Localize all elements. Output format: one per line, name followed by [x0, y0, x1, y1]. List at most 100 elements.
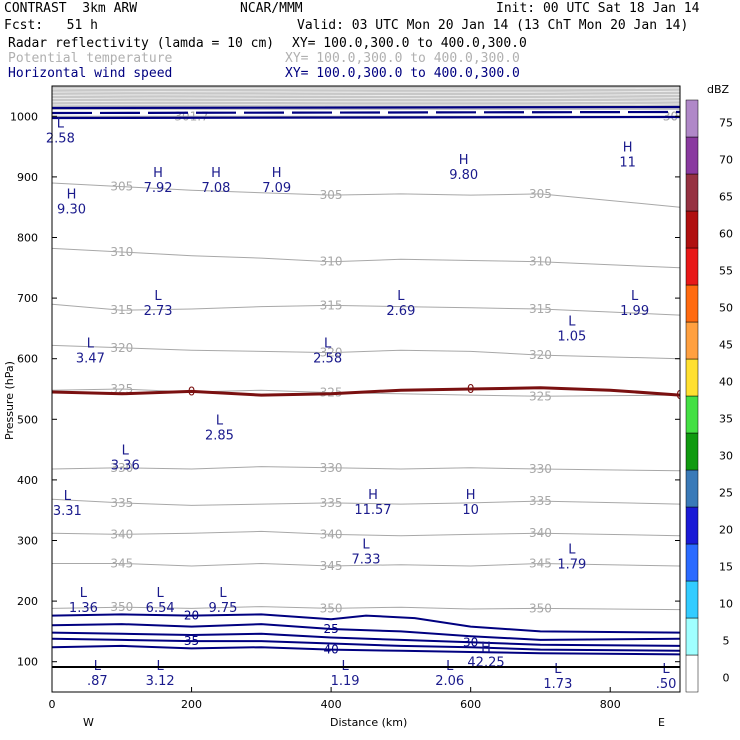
- extremum-value: 3.36: [111, 459, 140, 474]
- theta-label: 345: [529, 557, 552, 571]
- wind-contour-40: [52, 644, 680, 656]
- extremum-value: 1.05: [557, 330, 586, 345]
- colorbar-swatch-10: [685, 580, 699, 619]
- colorbar-swatch-20: [685, 506, 699, 545]
- theta-label: 320: [110, 341, 133, 355]
- high-marker: H: [368, 488, 378, 503]
- field-reflectivity-xy: XY= 100.0,300.0 to 400.0,300.0: [292, 36, 527, 51]
- theta-label: 315: [320, 298, 343, 312]
- high-marker: H: [466, 488, 476, 503]
- wind-label: 40: [323, 643, 338, 657]
- forecast-label: Fcst: 51 h: [4, 18, 98, 33]
- theta-label: 335: [110, 496, 133, 510]
- colorbar-label: 25: [719, 487, 733, 500]
- theta-label: 335: [529, 494, 552, 508]
- colorbar-label: 10: [719, 598, 733, 611]
- theta-contour-345: [52, 562, 680, 567]
- y-tick-label: 500: [17, 413, 38, 426]
- extremum-value: 2.73: [144, 304, 173, 319]
- upper-theta-line: [52, 100, 680, 103]
- upper-theta-line: [52, 90, 680, 93]
- upper-theta-line: [52, 97, 680, 100]
- extremum-value: 2.58: [46, 131, 75, 146]
- x-tick-label: 800: [600, 698, 621, 711]
- extremum-value: 7.09: [262, 181, 291, 196]
- theta-contour-310: [52, 247, 680, 269]
- high-marker: H: [481, 641, 491, 656]
- low-marker: L: [157, 586, 165, 601]
- project-title: CONTRAST 3km ARW: [4, 1, 137, 16]
- theta-label: 310: [529, 255, 552, 269]
- low-marker: L: [216, 413, 224, 428]
- field-theta-xy: XY= 100.0,300.0 to 400.0,300.0: [285, 51, 520, 66]
- extremum-value: .50: [656, 677, 677, 692]
- field-wind-xy: XY= 100.0,300.0 to 400.0,300.0: [285, 66, 520, 81]
- model-name: 3km ARW: [82, 1, 138, 16]
- low-marker: L: [662, 662, 670, 677]
- wind-contour-25: [52, 623, 680, 641]
- colorbar-title: dBZ: [707, 83, 730, 96]
- extremum-value: 2.85: [205, 428, 234, 443]
- wind-label: 20: [184, 609, 199, 623]
- theta-label: 345: [110, 557, 133, 571]
- extremum-value: 1.73: [543, 677, 572, 692]
- zero-isotherm-label: 0: [676, 388, 684, 402]
- upper-theta-line: [52, 87, 680, 90]
- plot-frame: [51, 85, 681, 693]
- theta-label: 315: [529, 302, 552, 316]
- colorbar-swatch-40: [685, 358, 699, 397]
- jet-contour: [52, 115, 680, 120]
- y-axis-label: Pressure (hPa): [3, 361, 16, 440]
- colorbar-swatch-25: [685, 469, 699, 508]
- high-marker: H: [153, 166, 163, 181]
- wind-label: 25: [323, 622, 338, 636]
- colorbar-label: 75: [719, 117, 733, 130]
- high-marker: H: [459, 153, 469, 168]
- low-marker: L: [568, 542, 576, 557]
- y-tick-label: 900: [17, 171, 38, 184]
- x-tick-label: 600: [460, 698, 481, 711]
- extremum-value: 11: [619, 156, 636, 171]
- jet-contour: [52, 110, 680, 115]
- low-marker: L: [397, 289, 405, 304]
- fcst-label: Fcst:: [4, 18, 44, 33]
- colorbar-swatch-45: [685, 321, 699, 360]
- y-tick-label: 700: [17, 292, 38, 305]
- theta-label: 320: [529, 348, 552, 362]
- extremum-value: 2.06: [435, 674, 464, 689]
- extremum-value: 9.75: [208, 601, 237, 616]
- x-tick-label: 200: [181, 698, 202, 711]
- theta-label: 325: [529, 389, 552, 403]
- theta-contour-315: [52, 303, 680, 316]
- extremum-value: 7.92: [144, 181, 173, 196]
- zero-isotherm-label: 0: [188, 384, 196, 398]
- low-marker: L: [362, 538, 370, 553]
- fcst-value: 51 h: [66, 18, 98, 33]
- theta-label: 330: [320, 461, 343, 475]
- theta-label: 330: [110, 461, 133, 475]
- valid-time: Valid: 03 UTC Mon 20 Jan 14 (13 ChT Mon …: [297, 18, 689, 33]
- colorbar-label: 35: [719, 413, 733, 426]
- theta-contour-340: [52, 530, 680, 537]
- theta-label: 301.7: [174, 109, 208, 123]
- extremum-value: 9.30: [57, 202, 86, 217]
- theta-label: 305: [110, 180, 133, 194]
- upper-theta-line: [52, 94, 680, 96]
- theta-label: 340: [529, 526, 552, 540]
- y-tick-label: 600: [17, 353, 38, 366]
- theta-contour-305: [52, 182, 680, 208]
- colorbar-label: 65: [719, 191, 733, 204]
- low-marker: L: [324, 336, 332, 351]
- extremum-value: 1.19: [331, 674, 360, 689]
- zero-isotherm: [52, 386, 680, 397]
- extremum-value: 3.31: [53, 504, 82, 519]
- extremum-value: 2.69: [386, 304, 415, 319]
- colorbar-label: 30: [719, 450, 733, 463]
- low-marker: L: [631, 289, 639, 304]
- east-end-label: E: [658, 716, 665, 729]
- low-marker: L: [64, 489, 72, 504]
- project-name: CONTRAST: [4, 1, 67, 16]
- y-tick-label: 300: [17, 535, 38, 548]
- y-tick-label: 100: [17, 656, 38, 669]
